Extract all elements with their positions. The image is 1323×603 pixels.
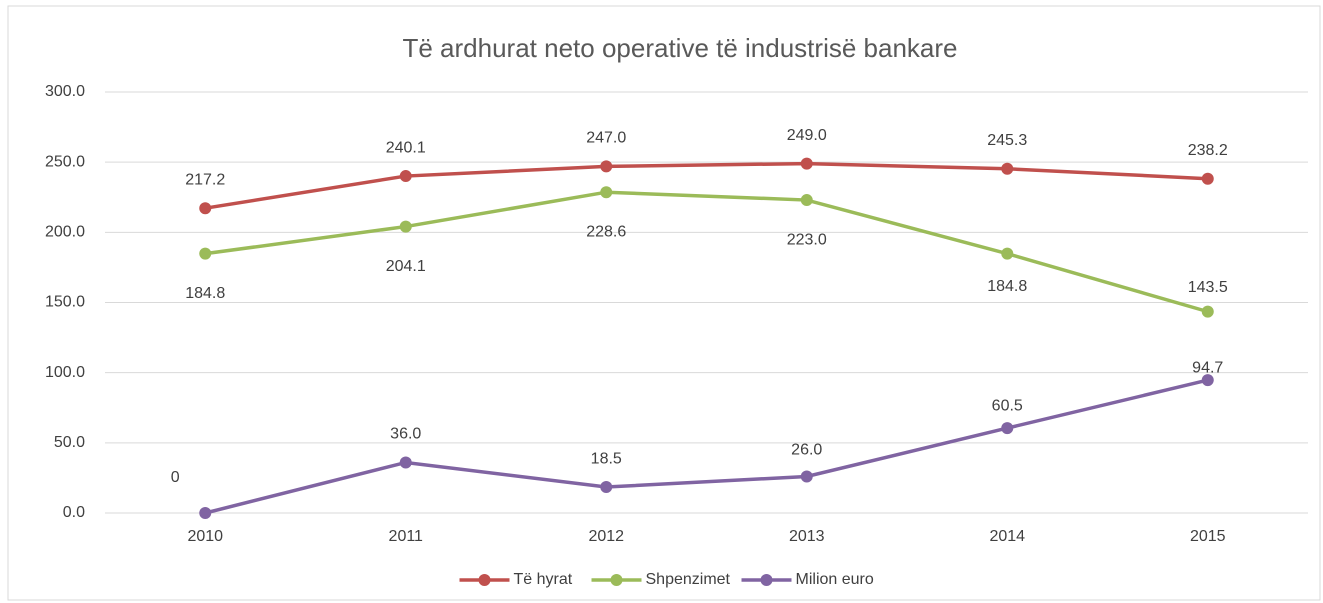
data-label: 143.5 [1188,279,1228,296]
data-point [399,170,412,183]
series-line [205,190,1209,314]
data-point [1001,247,1014,260]
legend-marker [760,574,773,586]
data-point [399,220,412,233]
data-point [600,160,613,173]
y-tick-label: 0.0 [63,504,85,521]
data-label: 26.0 [791,442,822,459]
data-label: 223.0 [787,231,827,248]
data-label: 228.6 [586,223,626,240]
data-point [1001,162,1014,175]
data-label: 184.8 [987,278,1027,295]
data-point [199,507,212,519]
data-label: 245.3 [987,132,1027,149]
data-label: 238.2 [1188,142,1228,159]
x-tick-label: 2012 [588,528,624,545]
y-tick-label: 250.0 [45,153,85,170]
data-label: 240.1 [386,139,426,156]
y-tick-label: 150.0 [45,294,85,311]
data-point [800,194,813,207]
data-label: 60.5 [992,397,1023,414]
data-label: 18.5 [591,450,622,467]
data-label: 249.0 [787,127,827,144]
data-point [1201,172,1214,185]
data-label: 0 [171,469,180,486]
x-tick-label: 2011 [389,528,424,545]
y-tick-label: 100.0 [45,364,85,381]
data-point [1201,305,1214,318]
data-point [1001,422,1014,435]
data-point [600,186,613,199]
data-point [1201,374,1214,387]
data-label: 247.0 [586,130,626,147]
data-point [399,456,412,469]
x-tick-label: 2013 [789,528,825,545]
y-tick-label: 50.0 [54,434,85,451]
data-label: 94.7 [1192,359,1223,376]
y-tick-label: 200.0 [45,224,85,241]
series-line [204,161,1208,210]
data-point [800,157,813,170]
data-label: 184.8 [185,285,225,302]
series-line [204,378,1209,515]
x-tick-label: 2015 [1190,528,1226,545]
data-point [199,247,212,260]
x-tick-label: 2010 [187,528,223,545]
y-tick-label: 300.0 [45,83,85,100]
chart-title: Të ardhurat neto operative të industrisë… [402,33,957,63]
data-point [800,470,813,483]
data-label: 36.0 [390,426,421,443]
legend-marker [610,574,623,586]
data-label: 217.2 [185,171,225,188]
legend-marker [478,574,491,586]
legend-label: Të hyrat [514,571,573,588]
data-label: 204.1 [386,258,426,275]
legend-label: Milion euro [796,571,874,588]
data-point [199,202,212,215]
data-point [600,481,613,494]
legend-label: Shpenzimet [646,571,731,588]
x-tick-label: 2014 [989,528,1025,545]
